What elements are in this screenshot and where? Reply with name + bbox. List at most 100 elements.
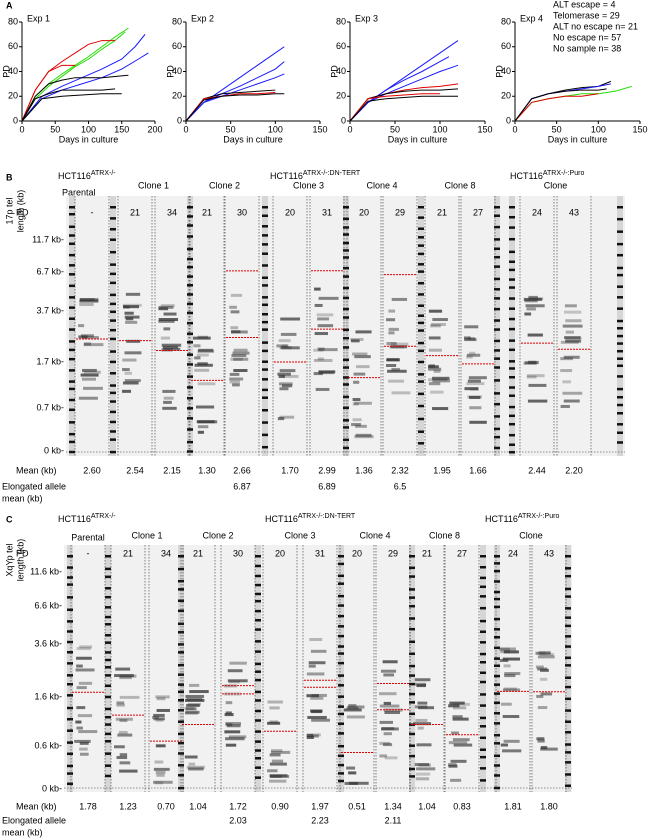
group-label: Clone 3 xyxy=(293,180,324,190)
marker-band xyxy=(343,328,349,332)
marker-band xyxy=(565,743,571,746)
data-line xyxy=(349,64,459,122)
marker-band xyxy=(480,606,486,610)
marker-band xyxy=(617,334,623,338)
gel-band xyxy=(428,348,442,352)
marker-band xyxy=(494,288,500,291)
marker-band xyxy=(494,297,500,300)
gel-band xyxy=(163,327,171,331)
gel-band xyxy=(565,339,582,343)
gel-band xyxy=(76,706,86,710)
marker-band xyxy=(494,214,500,217)
gel-band xyxy=(153,713,165,717)
gel-band xyxy=(77,714,93,718)
gel-band xyxy=(504,687,517,691)
gel-band xyxy=(537,706,548,710)
gel-band xyxy=(347,705,365,709)
marker-band xyxy=(262,388,268,392)
marker-band xyxy=(110,438,116,441)
gel-band xyxy=(154,781,163,785)
mean-value: 2.99 xyxy=(318,465,336,475)
data-line xyxy=(349,95,458,122)
legend-entry: ALT escape = 4 xyxy=(553,0,615,9)
gel-band xyxy=(83,342,92,346)
group-label: Clone 2 xyxy=(209,180,240,190)
marker-band xyxy=(255,599,261,603)
elongated-value: 6.89 xyxy=(318,481,336,491)
marker-band xyxy=(494,722,500,725)
marker-band xyxy=(409,617,415,620)
marker-band xyxy=(565,645,571,648)
marker-band xyxy=(69,348,75,352)
marker-band xyxy=(255,670,261,673)
marker-band xyxy=(343,233,349,236)
gel-band xyxy=(269,753,281,757)
gel-band xyxy=(346,766,356,770)
gel-band xyxy=(124,351,142,355)
gel-band xyxy=(184,711,198,715)
y-tick-label: 0 xyxy=(341,115,346,125)
marker-band xyxy=(178,555,184,558)
marker-band xyxy=(110,281,116,285)
marker-band xyxy=(67,752,73,756)
marker-band xyxy=(255,628,261,631)
gel-band xyxy=(271,750,291,754)
marker-band xyxy=(343,226,349,229)
marker-band xyxy=(509,443,515,447)
gel-band xyxy=(353,380,360,384)
marker-band xyxy=(255,749,261,752)
marker-band xyxy=(509,450,515,454)
marker-band xyxy=(187,341,193,344)
cell-line-label: HCT116ATRX-/-:Puro xyxy=(510,170,584,182)
y-tick-label: 0 xyxy=(177,115,182,125)
group-label: Clone 4 xyxy=(366,180,397,190)
data-line xyxy=(21,74,129,122)
gel-band xyxy=(186,703,200,707)
gel-band xyxy=(308,661,326,665)
gel-band xyxy=(279,415,295,419)
marker-band xyxy=(343,358,349,362)
y-tick-label: 0 xyxy=(13,115,18,125)
gel-band xyxy=(432,407,449,411)
pd-value: 30 xyxy=(233,548,243,558)
gel-band xyxy=(562,380,571,384)
marker-band xyxy=(509,405,515,409)
gel-band xyxy=(185,707,197,711)
marker-band xyxy=(509,394,515,397)
gel-band xyxy=(310,649,327,653)
gel-band xyxy=(539,677,548,681)
cell-line-label: HCT116ATRX-/-:DN-TERT xyxy=(265,513,356,525)
gel-band xyxy=(416,767,436,771)
marker-band xyxy=(343,286,349,290)
gel-band xyxy=(448,741,468,745)
marker-band xyxy=(480,565,486,569)
marker-band xyxy=(105,587,111,590)
marker-band xyxy=(418,270,424,273)
marker-band xyxy=(494,636,500,639)
marker-band xyxy=(255,757,261,760)
elongated-label: mean (kb) xyxy=(2,827,43,837)
gel-band xyxy=(540,747,558,751)
pd-label: PD xyxy=(16,207,29,217)
gel-band xyxy=(466,353,481,357)
gel-band xyxy=(153,780,173,784)
gel-band xyxy=(386,358,399,362)
y-tick-label: 0 kb- xyxy=(44,445,64,455)
gel-band xyxy=(388,309,396,313)
marker-band xyxy=(255,564,261,568)
gel-band xyxy=(523,361,537,365)
marker-band xyxy=(494,597,500,601)
gel-band xyxy=(468,376,487,380)
gel-band xyxy=(277,417,285,421)
gel-band xyxy=(270,774,290,778)
marker-band xyxy=(418,392,424,396)
x-tick-label: 150 xyxy=(477,124,492,134)
gel-band xyxy=(563,399,580,403)
gel-band xyxy=(428,336,441,340)
gel-band xyxy=(197,335,209,339)
gel-band xyxy=(413,722,432,726)
marker-band xyxy=(418,341,424,345)
group-label: Clone 3 xyxy=(284,530,315,540)
marker-band xyxy=(105,740,111,743)
marker-band xyxy=(480,725,486,728)
